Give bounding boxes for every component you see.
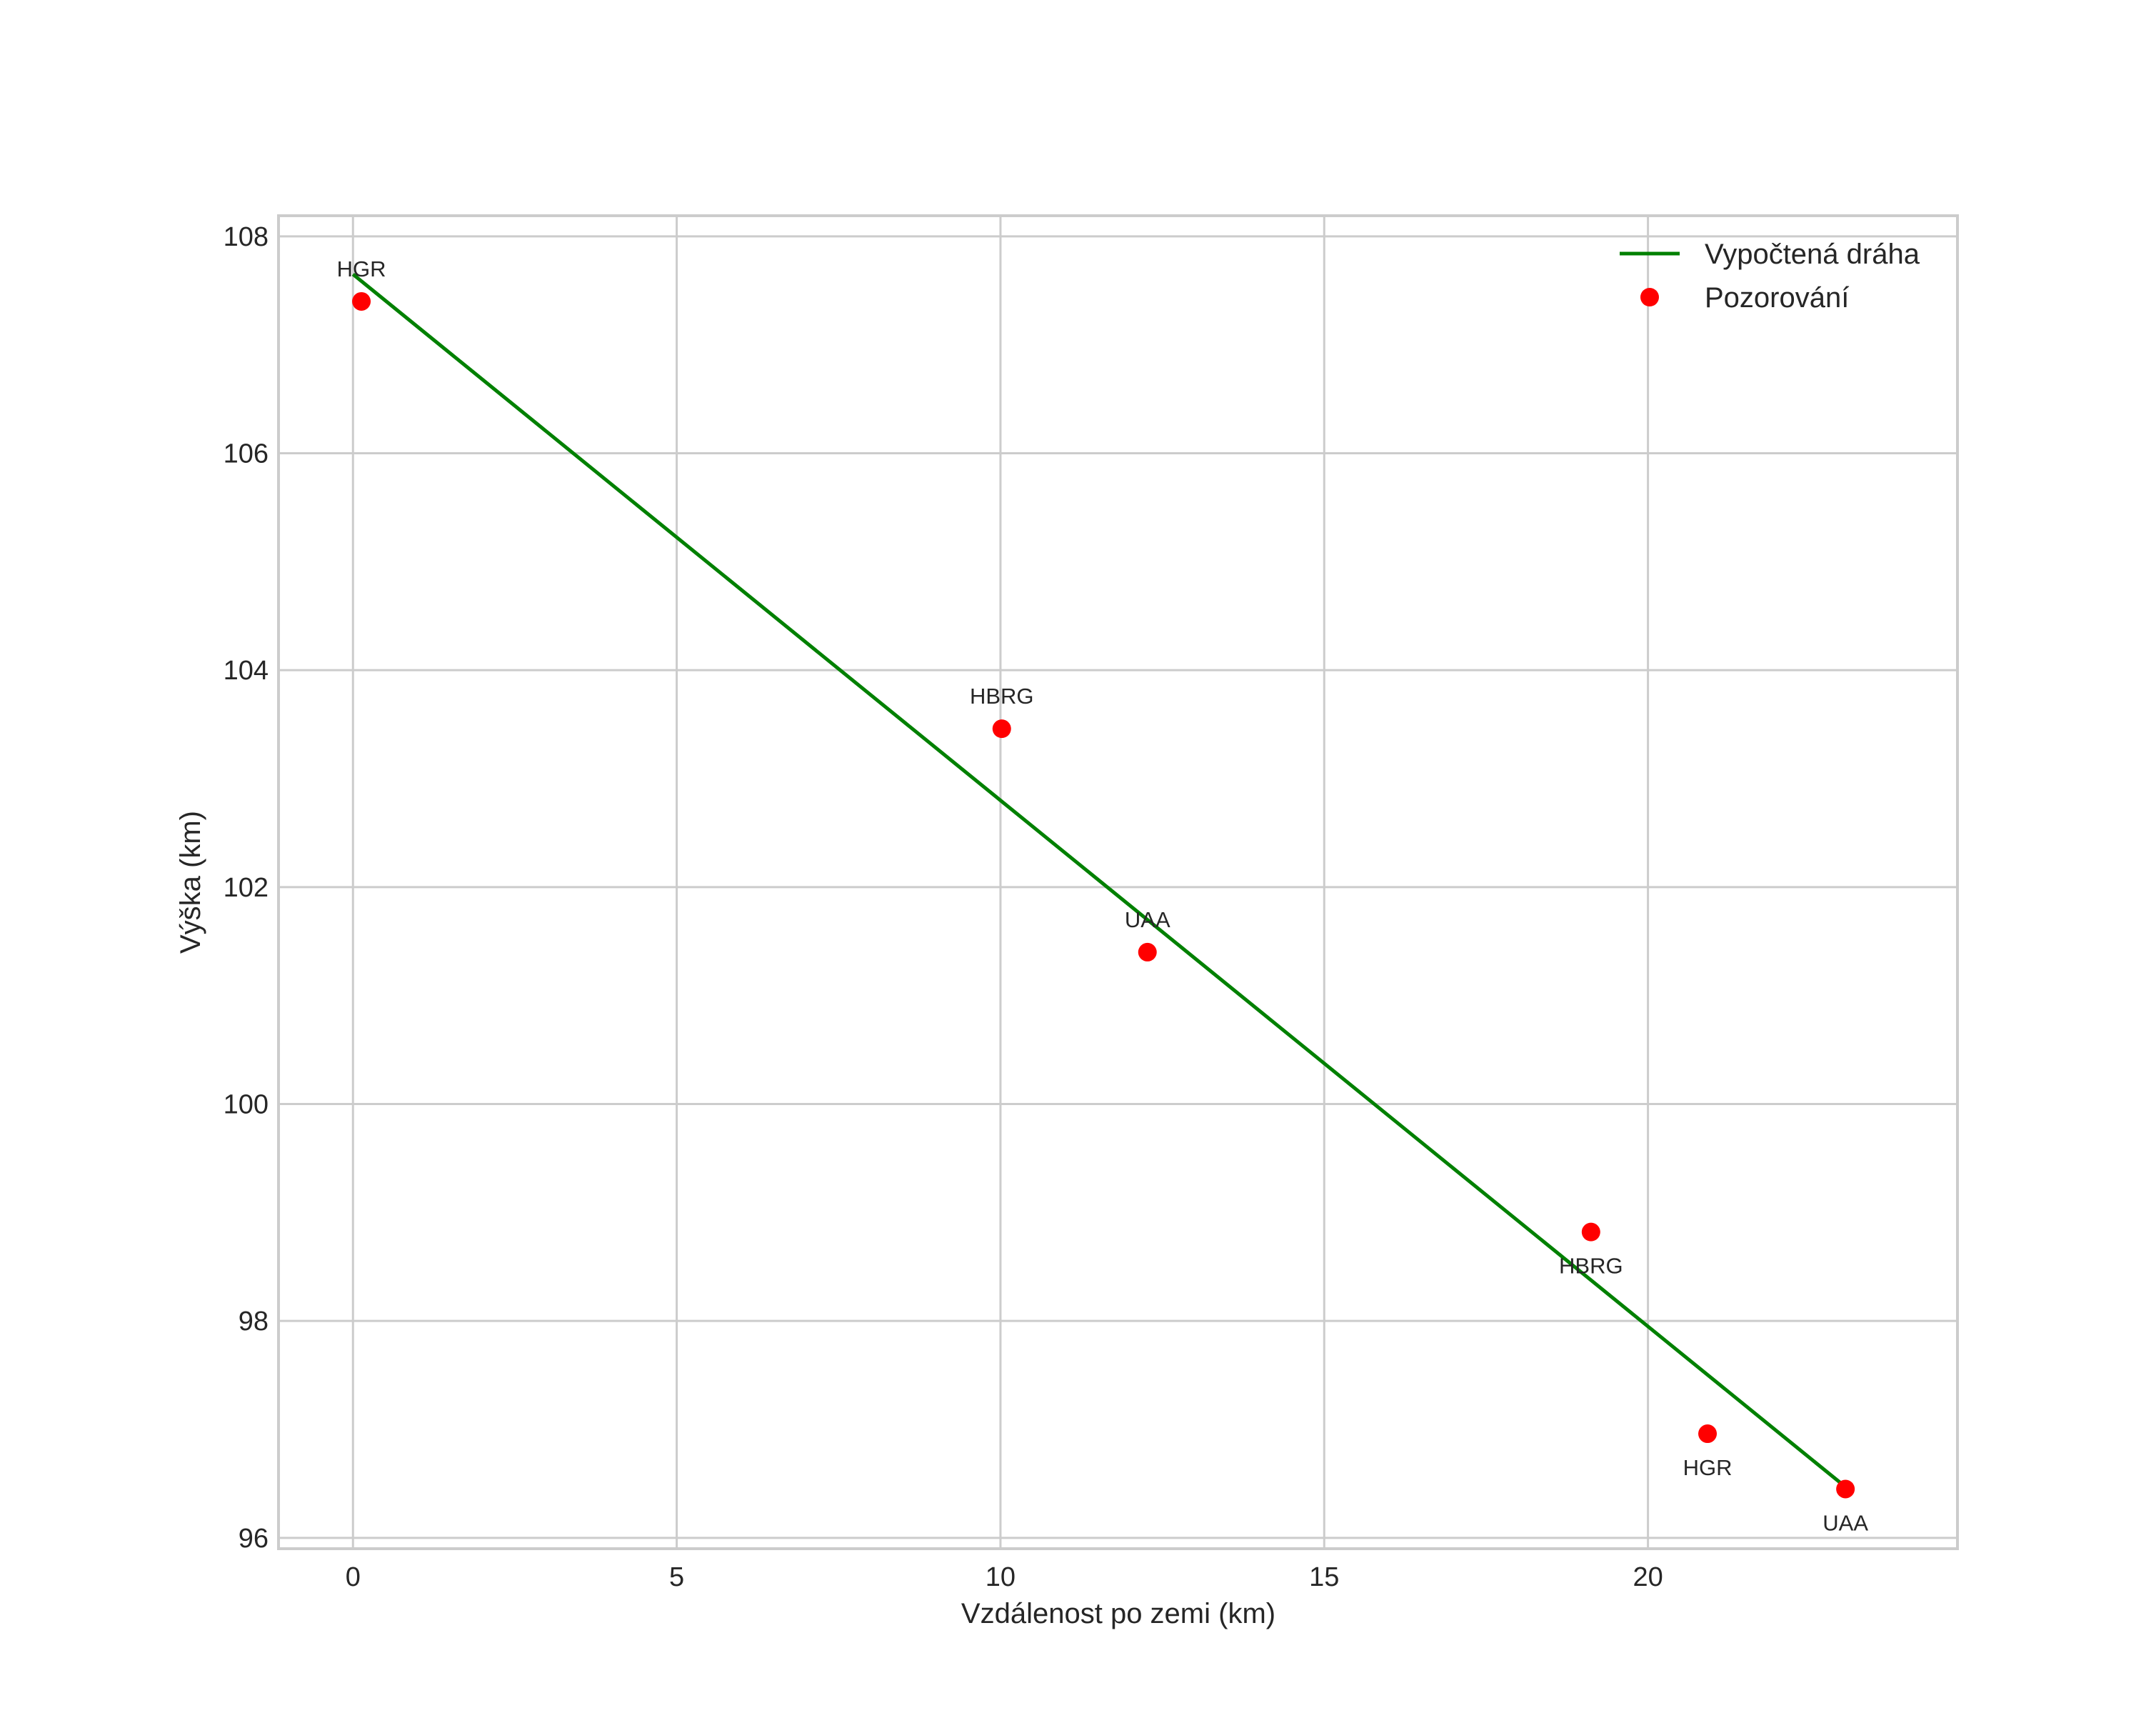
observation-label: HBRG xyxy=(970,684,1034,709)
x-tick-label: 15 xyxy=(1309,1562,1339,1592)
x-axis-label: Vzdálenost po zemi (km) xyxy=(961,1598,1275,1629)
legend-label-scatter: Pozorování xyxy=(1705,282,1849,314)
legend-marker-swatch xyxy=(1640,288,1659,306)
legend: Vypočtená dráha Pozorování xyxy=(1620,239,1920,314)
axes-frame xyxy=(277,214,1959,1550)
observation-point xyxy=(1138,942,1157,962)
tick-labels: 0 5 10 15 20 96 98 100 102 104 106 108 xyxy=(224,222,1663,1592)
y-tick-label: 108 xyxy=(224,222,269,252)
y-tick-label: 102 xyxy=(224,873,269,903)
observation-label: UAA xyxy=(1822,1510,1868,1535)
observation-point xyxy=(1698,1424,1718,1444)
y-tick-label: 104 xyxy=(224,656,269,686)
observation-label: HGR xyxy=(1683,1455,1733,1480)
observation-point xyxy=(1581,1222,1600,1242)
legend-label-line: Vypočtená dráha xyxy=(1705,239,1920,270)
observation-point xyxy=(1836,1479,1855,1499)
y-tick-label: 96 xyxy=(239,1524,269,1554)
observation-label: UAA xyxy=(1125,907,1170,932)
y-tick-label: 98 xyxy=(239,1307,269,1337)
y-tick-label: 106 xyxy=(224,439,269,469)
observation-label: HBRG xyxy=(1559,1254,1623,1279)
grid xyxy=(279,216,1957,1549)
x-tick-label: 5 xyxy=(669,1562,684,1592)
plot-marks: HGR HBRG UAA HBRG HGR UAA xyxy=(337,256,1869,1536)
observation-label: HGR xyxy=(337,256,386,281)
y-axis-label: Výška (km) xyxy=(175,811,206,954)
observation-point xyxy=(992,719,1011,739)
x-tick-label: 20 xyxy=(1633,1562,1663,1592)
x-tick-label: 10 xyxy=(986,1562,1016,1592)
computed-trajectory-line xyxy=(351,273,1847,1489)
observation-point xyxy=(352,291,371,311)
y-tick-label: 100 xyxy=(224,1089,269,1119)
x-tick-label: 0 xyxy=(346,1562,361,1592)
